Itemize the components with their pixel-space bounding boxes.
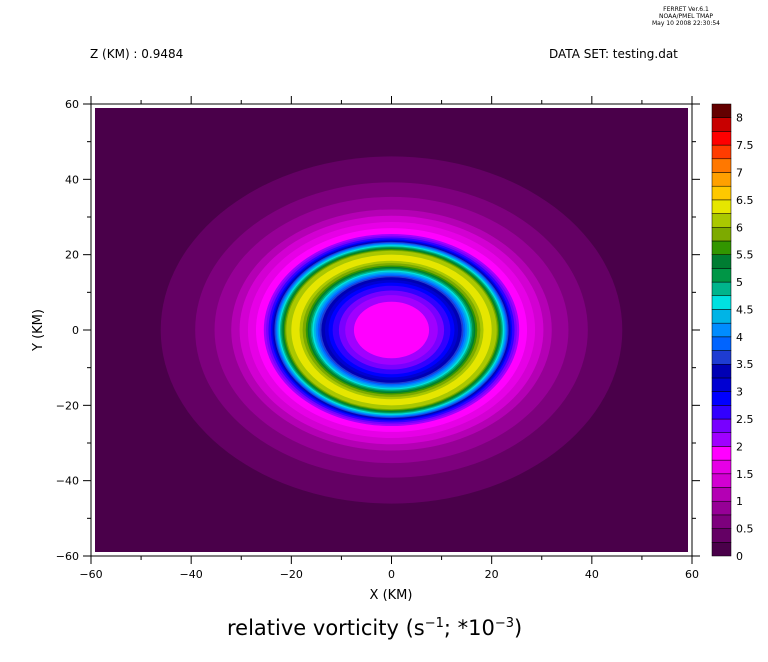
colorbar-swatch <box>711 199 732 214</box>
colorbar-label: 6 <box>736 221 743 234</box>
colorbar-swatch <box>711 227 732 242</box>
dataset-label: DATA SET: testing.dat <box>549 47 678 61</box>
colorbar-swatch <box>711 542 732 557</box>
colorbar-label: 7.5 <box>736 139 754 152</box>
colorbar-swatch <box>711 391 732 406</box>
colorbar-swatch <box>711 322 732 338</box>
colorbar-swatch <box>711 377 732 392</box>
title-end: ) <box>514 616 523 640</box>
colorbar-swatch <box>711 487 732 502</box>
colorbar-label: 2 <box>736 440 743 453</box>
ferret-stamp: FERRET Ver.6.1 NOAA/PMEL TMAP May 10 200… <box>640 6 732 27</box>
chart-title: relative vorticity (s−1; *10−3) <box>227 616 522 640</box>
colorbar-swatch <box>711 131 732 146</box>
x-tick-label: 0 <box>388 568 395 581</box>
y-tick-label: −20 <box>56 399 79 412</box>
y-tick-label: 40 <box>65 173 79 186</box>
x-tick-label: 40 <box>585 568 599 581</box>
colorbar-swatch <box>711 268 732 283</box>
colorbar-swatch <box>711 281 732 297</box>
colorbar-label: 2.5 <box>736 413 754 426</box>
x-tick-label: −40 <box>180 568 203 581</box>
colorbar-swatch <box>711 117 732 132</box>
colorbar-swatch <box>711 336 732 351</box>
y-axis-label: Y (KM) <box>31 309 46 352</box>
x-tick-label: 20 <box>485 568 499 581</box>
colorbar-swatch <box>711 446 732 461</box>
colorbar-swatch <box>711 459 732 475</box>
colorbar-label: 1 <box>736 495 743 508</box>
title-sup-1: −1 <box>424 616 444 631</box>
colorbar-swatch <box>711 144 732 160</box>
z-level-label: Z (KM) : 0.9484 <box>90 47 184 61</box>
title-mid: ; *10 <box>443 616 495 640</box>
colorbar-swatch <box>711 172 732 187</box>
colorbar-swatch <box>711 213 732 228</box>
x-tick-label: −20 <box>280 568 303 581</box>
x-tick-label: 60 <box>685 568 699 581</box>
colorbar-swatch <box>711 528 732 543</box>
colorbar-label: 8 <box>736 112 743 125</box>
contour-band <box>353 301 430 359</box>
y-tick-label: 0 <box>72 324 79 337</box>
colorbar-swatch <box>711 432 732 447</box>
colorbar-swatch <box>711 309 732 324</box>
colorbar-label: 0.5 <box>736 523 754 536</box>
stamp-line-3: May 10 2008 22:30:54 <box>652 20 720 27</box>
colorbar-label: 1.5 <box>736 468 754 481</box>
stamp-line-2: NOAA/PMEL TMAP <box>659 13 713 20</box>
y-tick-label: −60 <box>56 550 79 563</box>
colorbar-label: 6.5 <box>736 194 754 207</box>
colorbar-swatch <box>711 514 732 529</box>
colorbar-label: 3 <box>736 386 743 399</box>
colorbar-swatch <box>711 240 732 255</box>
x-axis-label: X (KM) <box>370 588 413 603</box>
y-tick-label: 20 <box>65 249 79 262</box>
colorbar-label: 4 <box>736 331 743 344</box>
colorbar-swatch <box>711 473 732 488</box>
colorbar: 0 0.5 1 1.5 2 2.5 3 3.5 4 4.5 5 5.5 6 6.5 7 7.5 8 <box>711 103 754 563</box>
colorbar-swatch <box>711 500 732 516</box>
title-sup-2: −3 <box>494 616 515 631</box>
colorbar-label: 5 <box>736 276 743 289</box>
colorbar-label: 5.5 <box>736 249 754 262</box>
y-tick-label: −40 <box>56 475 79 488</box>
colorbar-swatch <box>711 418 732 433</box>
colorbar-swatch <box>711 295 732 310</box>
y-tick-label: 60 <box>65 98 79 111</box>
colorbar-swatch <box>711 350 732 365</box>
colorbar-label: 3.5 <box>736 358 754 371</box>
title-text: relative vorticity (s <box>227 616 425 640</box>
colorbar-swatch <box>711 158 732 173</box>
colorbar-label: 7 <box>736 166 743 179</box>
colorbar-swatch <box>711 185 732 201</box>
stamp-line-1: FERRET Ver.6.1 <box>663 6 709 13</box>
colorbar-swatch <box>711 103 732 118</box>
colorbar-swatch <box>711 405 732 420</box>
colorbar-label: 0 <box>736 550 743 563</box>
colorbar-swatch <box>711 363 732 379</box>
colorbar-label: 4.5 <box>736 303 754 316</box>
x-tick-label: −60 <box>79 568 102 581</box>
colorbar-swatch <box>711 254 732 269</box>
